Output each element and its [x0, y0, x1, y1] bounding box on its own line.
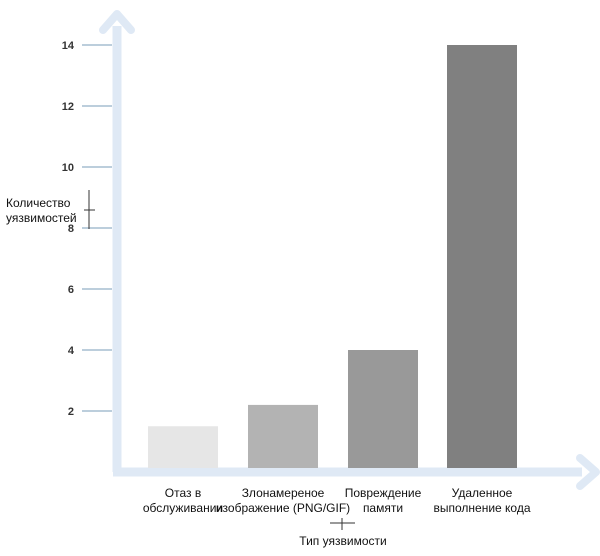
y-tick-label: 12: [62, 101, 74, 113]
x-category-label-line: обслуживании: [143, 501, 223, 515]
x-category-label-line: выполнение кода: [433, 501, 530, 515]
y-tick-label: 6: [68, 284, 74, 296]
chart-axes: [99, 10, 600, 490]
bar: [447, 45, 517, 468]
x-axis-title: Тип уязвимости: [299, 534, 386, 548]
y-axis-title: Количество уязвимостей: [6, 196, 77, 225]
x-category-label: Повреждение памяти: [345, 486, 422, 515]
x-category-label-line: Злонамереное: [242, 486, 325, 500]
bar: [248, 404, 318, 468]
axis-titles: Тип уязвимости Количество уязвимостей: [6, 190, 387, 548]
x-category-label-line: Повреждение: [345, 486, 422, 500]
x-category-label-line: изображение (PNG/GIF): [216, 501, 350, 515]
bar: [348, 350, 418, 468]
x-category-label: Удаленное выполнение кода: [433, 486, 530, 515]
x-category-label: Отаз в обслуживании: [143, 486, 223, 515]
bar: [148, 426, 218, 468]
y-tick-label: 14: [62, 40, 75, 52]
chart-bars: [148, 45, 517, 468]
y-axis-title-line: уязвимостей: [6, 211, 77, 225]
y-tick-label: 2: [68, 406, 74, 418]
y-tick-label: 10: [62, 162, 74, 174]
y-axis-ticks: 2 4 6 8 10 12 14: [62, 40, 112, 418]
y-tick-label: 4: [68, 345, 75, 357]
y-tick-label: 8: [68, 223, 74, 235]
x-category-label-line: Удаленное: [452, 486, 513, 500]
x-category-label-line: памяти: [363, 501, 403, 515]
y-axis-arrow: [99, 10, 135, 34]
x-category-label: Злонамереное изображение (PNG/GIF): [216, 486, 350, 515]
x-axis-arrow: [576, 454, 600, 490]
y-axis-title-line: Количество: [6, 196, 71, 210]
x-category-label-line: Отаз в: [165, 486, 201, 500]
